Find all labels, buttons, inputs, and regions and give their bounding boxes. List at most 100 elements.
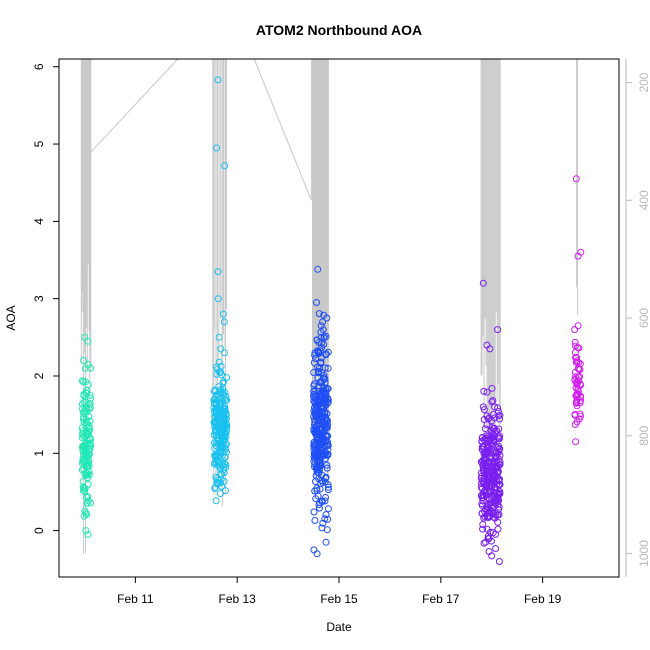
data-point	[489, 430, 497, 438]
data-point	[324, 396, 332, 404]
data-point	[478, 437, 486, 445]
data-point	[214, 268, 222, 276]
data-point	[496, 432, 504, 440]
data-point	[312, 355, 320, 363]
data-point	[486, 437, 494, 445]
data-point	[489, 488, 497, 496]
data-point	[323, 432, 331, 439]
data-point	[321, 497, 329, 505]
data-point	[85, 468, 93, 476]
data-point	[219, 310, 227, 318]
x-axis: Feb 11 Feb 13 Feb 15 Feb 17 Feb 19	[117, 577, 562, 606]
data-point	[572, 175, 580, 183]
y-tick-label: 2	[32, 372, 46, 379]
data-point	[215, 413, 223, 421]
data-point	[314, 388, 322, 395]
y-axis-label: AOA	[4, 305, 18, 330]
data-point	[84, 493, 92, 500]
data-point	[322, 389, 330, 397]
data-point	[223, 396, 231, 404]
y-tick-label: 5	[32, 140, 46, 147]
x-tick-label: Feb 15	[320, 592, 358, 606]
data-point	[310, 369, 318, 376]
data-point	[496, 415, 503, 423]
data-point	[218, 427, 226, 435]
data-point	[495, 445, 503, 453]
data-point	[316, 439, 324, 447]
data-point	[214, 295, 222, 303]
data-point	[482, 538, 490, 546]
data-point	[215, 383, 223, 391]
data-point	[494, 511, 502, 519]
data-point	[213, 442, 221, 450]
data-point	[481, 487, 489, 495]
data-point	[82, 527, 90, 535]
data-point	[211, 459, 219, 467]
data-point	[494, 518, 502, 526]
data-point	[222, 411, 230, 419]
data-point	[310, 394, 318, 402]
data-point	[314, 265, 322, 273]
data-point	[485, 548, 493, 555]
y2-tick-label: 800	[637, 425, 650, 445]
data-point	[315, 398, 323, 406]
data-point	[576, 410, 584, 418]
data-point	[82, 389, 90, 397]
data-point	[318, 524, 326, 532]
data-point	[571, 326, 579, 334]
gray-line-segment	[253, 58, 312, 201]
data-point	[79, 415, 87, 423]
data-point	[323, 410, 331, 418]
data-point	[83, 511, 91, 519]
data-point	[315, 348, 322, 355]
data-point	[486, 487, 494, 495]
data-point	[574, 322, 582, 330]
data-point	[212, 473, 220, 481]
data-point	[480, 539, 488, 547]
data-point	[495, 425, 503, 433]
data-point	[312, 425, 320, 433]
data-point	[575, 377, 583, 385]
plot-frame	[58, 58, 620, 578]
y2-tick-label: 400	[637, 190, 650, 210]
data-point	[571, 338, 579, 346]
data-point	[481, 459, 489, 467]
data-point	[320, 311, 328, 319]
data-point	[320, 333, 328, 341]
data-point	[480, 406, 488, 414]
data-point	[314, 363, 322, 371]
data-point	[495, 412, 503, 420]
data-point	[310, 508, 318, 516]
data-point	[78, 405, 86, 413]
x-tick-label: Feb 17	[422, 592, 460, 606]
data-point	[83, 457, 91, 465]
data-point	[480, 514, 488, 522]
data-point	[483, 388, 491, 396]
data-point	[321, 478, 329, 486]
data-point	[495, 480, 503, 488]
data-point	[577, 412, 584, 420]
data-point	[220, 469, 228, 477]
data-point	[319, 388, 327, 396]
data-point	[216, 463, 224, 471]
x-tick-label: Feb 19	[524, 592, 562, 606]
data-point	[313, 484, 321, 492]
data-point	[320, 404, 328, 412]
data-point	[477, 458, 485, 466]
data-point	[210, 404, 218, 412]
data-point	[213, 144, 220, 152]
data-point	[81, 447, 89, 455]
data-point	[479, 521, 487, 528]
data-point	[315, 501, 323, 509]
data-point	[324, 483, 332, 491]
data-point	[84, 337, 92, 345]
data-point	[322, 449, 329, 456]
data-point	[313, 449, 321, 457]
data-point	[313, 299, 320, 306]
data-point	[218, 442, 226, 450]
y2-tick-label: 600	[637, 308, 650, 328]
data-point	[82, 443, 90, 450]
data-point	[80, 433, 88, 441]
data-point	[221, 487, 229, 495]
data-point	[321, 364, 329, 372]
